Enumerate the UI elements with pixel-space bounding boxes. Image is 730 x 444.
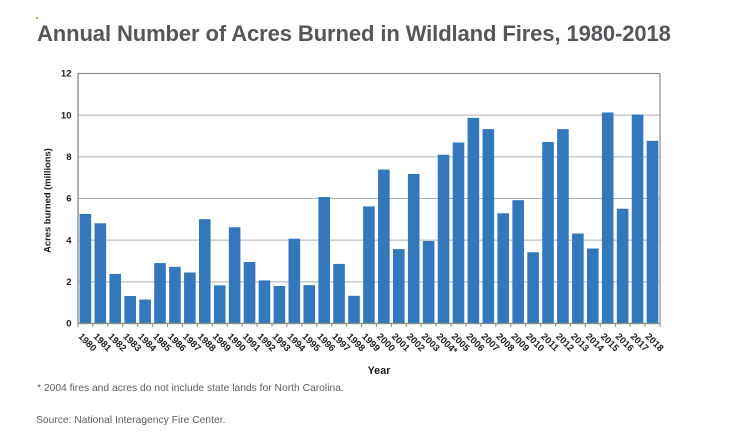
svg-text:4: 4 bbox=[66, 235, 72, 246]
svg-text:Year: Year bbox=[368, 365, 392, 377]
svg-text:12: 12 bbox=[61, 69, 72, 80]
svg-text:6: 6 bbox=[66, 194, 71, 205]
svg-text:8: 8 bbox=[66, 152, 71, 163]
svg-text:2: 2 bbox=[66, 277, 71, 288]
svg-text:0: 0 bbox=[66, 319, 71, 330]
svg-text:10: 10 bbox=[61, 110, 72, 121]
svg-text:Acres burned (millions): Acres burned (millions) bbox=[42, 148, 53, 253]
